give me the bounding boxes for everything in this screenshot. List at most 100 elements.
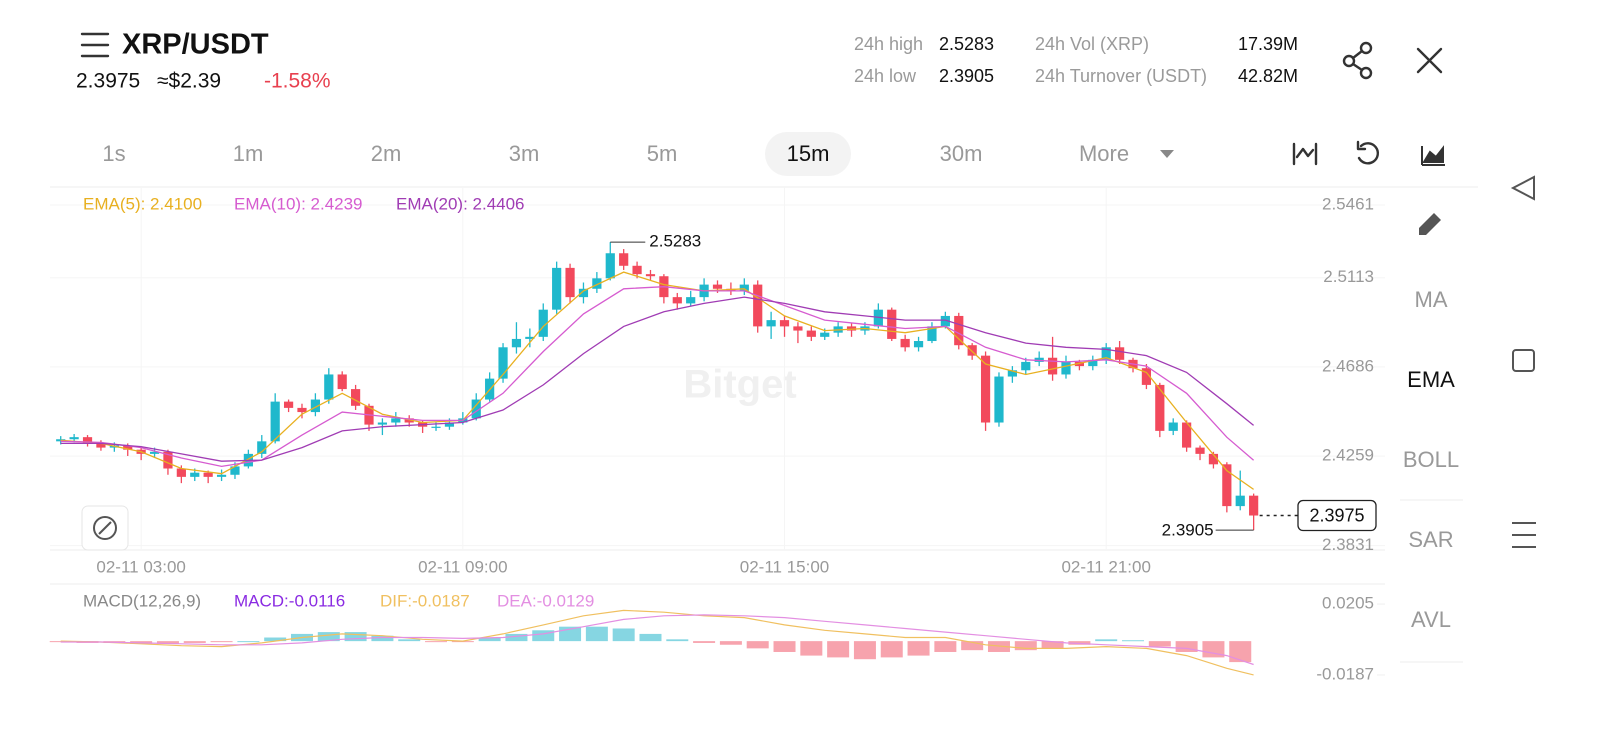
interval-tab[interactable]: 30m xyxy=(940,141,983,166)
candle-body xyxy=(310,399,320,413)
close-button[interactable] xyxy=(1416,47,1443,74)
candle-body xyxy=(766,320,776,327)
interval-label: 15m xyxy=(787,141,830,166)
indicator-tab[interactable]: MA xyxy=(1415,287,1448,312)
low-label: 2.3905 xyxy=(1162,521,1214,540)
candle-body xyxy=(927,326,937,342)
candle-body xyxy=(190,472,200,477)
candle-body xyxy=(404,418,414,423)
macd-bar xyxy=(800,641,823,656)
indicator-label: AVL xyxy=(1411,607,1451,632)
candle-body xyxy=(176,468,186,477)
indicator-line xyxy=(60,296,1255,462)
watermark: Bitget xyxy=(683,363,796,407)
price-change: -1.58% xyxy=(264,70,331,93)
indicator-label: EMA xyxy=(1407,367,1455,392)
candle-body xyxy=(686,297,696,304)
candle-body xyxy=(1034,357,1044,362)
macd-bar xyxy=(1041,641,1064,649)
recenter-button[interactable] xyxy=(81,505,129,551)
candle-body xyxy=(592,278,602,289)
candle-body xyxy=(1061,361,1071,375)
indicator-tab[interactable]: AVL xyxy=(1411,607,1451,632)
interval-tab[interactable]: 1s xyxy=(102,141,125,166)
candle-body xyxy=(391,418,401,423)
fiat-price: ≈$2.39 xyxy=(157,70,221,93)
candlestick-chart: Bitget 2.5461 2.5113 2.4686 2.4259 2.3831 02-1… xyxy=(50,187,1385,576)
macd-bar xyxy=(1202,641,1225,658)
macd-bar xyxy=(1148,641,1171,647)
macd-bar xyxy=(853,641,876,660)
interval-tab[interactable]: 3m xyxy=(509,141,540,166)
candle-body xyxy=(605,253,615,279)
reset-icon xyxy=(1356,140,1380,165)
toolbar-button[interactable] xyxy=(1356,140,1380,165)
draw-icon xyxy=(1419,213,1441,235)
macd-bar xyxy=(1229,641,1252,663)
interval-label: 5m xyxy=(647,141,678,166)
share-button[interactable] xyxy=(1342,41,1373,80)
macd-bar xyxy=(693,641,716,643)
indicator-tab[interactable]: BOLL xyxy=(1403,447,1459,472)
draw-tool-button[interactable] xyxy=(1419,213,1441,235)
macd-chart: 0.0205 -0.0187 MACD(12,26,9) MACD:-0.0116 DI… xyxy=(49,591,1385,683)
candle-body xyxy=(538,309,548,337)
macd-bar xyxy=(183,641,206,643)
interval-label: 3m xyxy=(509,141,540,166)
indicator-tab[interactable]: EMA xyxy=(1407,367,1455,392)
macd-bar xyxy=(961,641,984,651)
candle-body xyxy=(1195,447,1205,454)
macd-bar xyxy=(585,626,608,642)
interval-tab[interactable]: 15m xyxy=(765,132,851,176)
candle-body xyxy=(994,376,1004,423)
toolbar-button[interactable] xyxy=(1421,145,1445,166)
macd-bar xyxy=(210,641,233,643)
candle-body xyxy=(257,441,267,454)
macd-bar xyxy=(719,641,742,645)
candle-body xyxy=(69,437,79,440)
interval-label: More xyxy=(1079,141,1129,166)
macd-bar xyxy=(1122,640,1145,642)
nav-recents[interactable] xyxy=(1512,522,1536,548)
y-tick-label: -0.0187 xyxy=(1316,664,1374,683)
nav-back[interactable] xyxy=(1510,175,1535,201)
candle-body xyxy=(351,389,361,406)
candle-body xyxy=(887,309,897,339)
candle-body xyxy=(1155,384,1165,431)
indicator-tab[interactable]: SAR xyxy=(1408,527,1453,552)
nav-home[interactable] xyxy=(1512,349,1535,372)
stat-label: 24h Vol (XRP) xyxy=(1035,34,1149,54)
menu-icon xyxy=(80,32,110,58)
interval-tab[interactable]: More xyxy=(1079,141,1174,166)
stat-value: 17.39M xyxy=(1238,34,1298,54)
macd-bar xyxy=(505,633,528,642)
macd-bar xyxy=(612,628,635,642)
macd-bar xyxy=(344,632,367,642)
active-pill xyxy=(765,132,851,176)
candle-body xyxy=(1235,495,1245,507)
interval-tab[interactable]: 5m xyxy=(647,141,678,166)
interval-label: 1s xyxy=(102,141,125,166)
candle-body xyxy=(1141,368,1152,385)
indicator-line xyxy=(60,609,1254,676)
last-price: 2.3975 xyxy=(76,70,140,93)
toolbar-button[interactable] xyxy=(1292,142,1318,166)
y-tick-label: 2.4686 xyxy=(1322,356,1374,375)
candle-body xyxy=(873,309,883,327)
interval-tab[interactable]: 2m xyxy=(371,141,402,166)
menu-button[interactable] xyxy=(80,32,110,58)
candle-body xyxy=(806,330,816,337)
last-price-box xyxy=(1297,499,1377,532)
candle-body xyxy=(216,474,227,477)
macd-bar xyxy=(666,639,689,642)
macd-bar xyxy=(478,637,501,642)
x-tick-label: 02-11 09:00 xyxy=(418,557,507,576)
legend-entry: DIF:-0.0187 xyxy=(380,591,470,610)
macd-bar xyxy=(264,637,287,642)
macd-bar xyxy=(934,641,957,652)
legend-entry: MACD:-0.0116 xyxy=(234,591,345,610)
candle-body xyxy=(297,407,307,413)
candle-body xyxy=(431,426,441,428)
interval-tab[interactable]: 1m xyxy=(233,141,264,166)
macd-bar xyxy=(371,635,394,642)
